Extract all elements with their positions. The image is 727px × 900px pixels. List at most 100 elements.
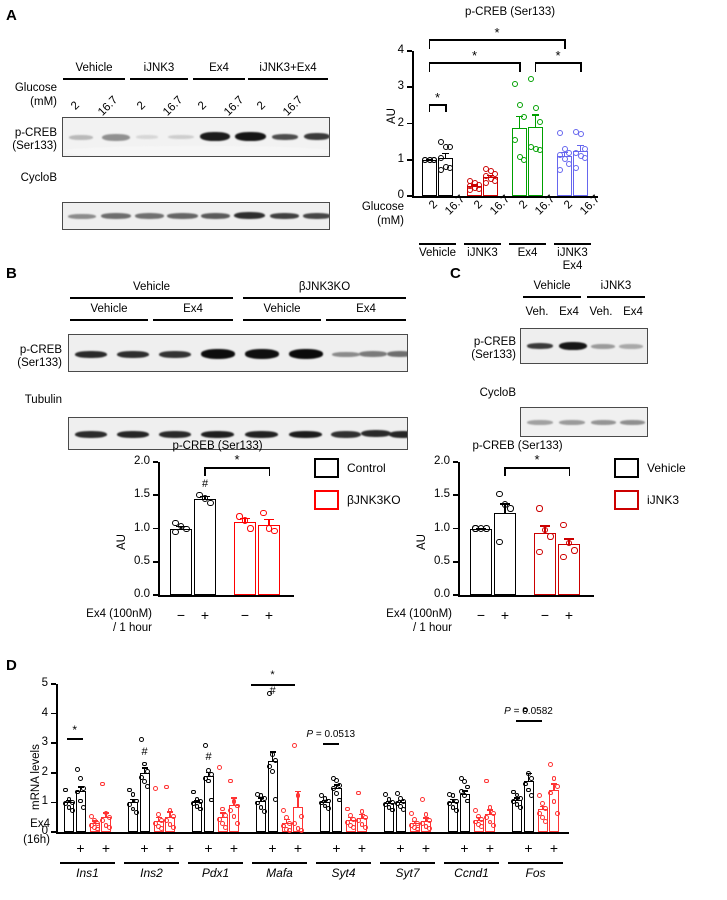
bar bbox=[165, 816, 175, 832]
error-bar bbox=[130, 798, 136, 803]
legend-swatch bbox=[314, 490, 339, 510]
bracket-right bbox=[580, 62, 582, 72]
bar bbox=[331, 787, 342, 832]
x-axis-tick-label: + bbox=[500, 607, 510, 623]
blot-row-label: CycloB bbox=[479, 387, 516, 399]
y-axis-tick bbox=[453, 594, 458, 596]
error-bar bbox=[258, 797, 264, 801]
data-point bbox=[573, 164, 580, 171]
group-label: iJNK3 bbox=[467, 247, 498, 259]
x-axis-label-line2: / 1 hour bbox=[413, 622, 452, 634]
data-point bbox=[159, 818, 165, 824]
data-point bbox=[258, 805, 264, 811]
panel-b-chart: p-CREB (Ser133) AU Ex4 (100nM) / 1 hour … bbox=[86, 440, 440, 635]
y-axis-tick bbox=[407, 86, 412, 89]
bracket-right bbox=[445, 104, 447, 112]
y-axis-tick bbox=[51, 712, 56, 715]
blot-image-tubulin bbox=[68, 417, 408, 450]
data-point bbox=[261, 796, 267, 802]
data-point bbox=[581, 154, 588, 161]
data-point bbox=[69, 808, 75, 814]
data-point bbox=[479, 824, 485, 830]
data-point bbox=[266, 763, 272, 769]
y-axis-tick bbox=[153, 594, 158, 596]
bar bbox=[64, 802, 74, 832]
data-point bbox=[78, 798, 83, 804]
data-point bbox=[74, 766, 80, 772]
y-axis-tick bbox=[51, 801, 56, 804]
data-point bbox=[462, 779, 467, 785]
data-point bbox=[446, 165, 453, 172]
data-point bbox=[438, 166, 445, 173]
data-point bbox=[475, 186, 482, 193]
condition-mark: + bbox=[204, 840, 213, 856]
y-axis-label: AU bbox=[416, 534, 428, 550]
data-point bbox=[95, 820, 101, 826]
y-axis-tick-label: 1 bbox=[397, 152, 404, 165]
glucose-label-line1: Glucose bbox=[14, 82, 57, 94]
panel-a-letter: A bbox=[6, 7, 17, 24]
data-point bbox=[138, 774, 144, 780]
data-point bbox=[577, 130, 584, 137]
bar bbox=[573, 150, 588, 196]
data-point bbox=[127, 802, 133, 808]
data-point bbox=[209, 797, 215, 803]
error-bar-stem bbox=[285, 818, 288, 824]
data-point bbox=[334, 791, 339, 796]
bar bbox=[258, 525, 280, 595]
data-point bbox=[247, 525, 254, 532]
data-point bbox=[541, 526, 549, 534]
data-point bbox=[216, 817, 222, 822]
error-bar-stem bbox=[534, 114, 537, 128]
error-bar-cap bbox=[295, 790, 301, 793]
y-axis-tick-label: 1.5 bbox=[134, 488, 150, 501]
bracket-top bbox=[428, 39, 566, 41]
bracket-left bbox=[428, 104, 430, 112]
data-point bbox=[298, 827, 304, 833]
data-point bbox=[516, 101, 523, 108]
data-point bbox=[512, 137, 519, 144]
significance-label: # bbox=[201, 477, 209, 490]
data-point bbox=[127, 787, 133, 793]
data-point bbox=[197, 799, 203, 805]
panel-b-letter: B bbox=[6, 265, 17, 282]
blot-sub-group-rule bbox=[243, 319, 321, 321]
data-point bbox=[177, 522, 185, 530]
blot-row-label: (Ser133) bbox=[17, 357, 62, 369]
panel-d-letter: D bbox=[6, 657, 17, 674]
data-point bbox=[159, 826, 165, 831]
error-bar-cap bbox=[532, 114, 539, 116]
bar bbox=[534, 533, 556, 595]
x-axis bbox=[158, 595, 294, 597]
group-rule bbox=[509, 243, 546, 245]
group-label: Vehicle bbox=[418, 247, 457, 259]
blot-sub-group-label: Veh. bbox=[589, 306, 613, 318]
data-point bbox=[458, 775, 464, 781]
gene-group-rule bbox=[124, 862, 179, 864]
data-point bbox=[565, 539, 573, 547]
data-point bbox=[63, 787, 69, 793]
y-axis-tick-label: 0.0 bbox=[434, 588, 450, 600]
glucose-value: 16.7 bbox=[222, 94, 247, 119]
data-point bbox=[351, 817, 357, 822]
error-bar-stem bbox=[297, 790, 299, 807]
data-point bbox=[512, 81, 519, 88]
condition-mark: + bbox=[165, 840, 175, 856]
x-axis bbox=[458, 595, 594, 597]
blot-group-rule bbox=[248, 78, 328, 80]
data-point bbox=[548, 762, 554, 767]
blot-group-rule bbox=[63, 78, 125, 80]
group-rule bbox=[554, 243, 591, 245]
x-axis-label-line1: Glucose bbox=[361, 201, 404, 213]
y-axis-tick-label: 2.0 bbox=[434, 455, 450, 467]
y-axis-tick-label: 2 bbox=[41, 765, 48, 778]
y-axis-label: AU bbox=[116, 534, 128, 550]
bar bbox=[395, 802, 406, 832]
data-point bbox=[273, 797, 279, 802]
condition-mark: + bbox=[460, 840, 469, 856]
data-point bbox=[490, 823, 496, 828]
y-axis-tick bbox=[153, 494, 158, 497]
gene-group-rule bbox=[252, 862, 307, 864]
y-axis-tick-label: 1 bbox=[41, 795, 48, 808]
bracket-right bbox=[268, 467, 270, 476]
